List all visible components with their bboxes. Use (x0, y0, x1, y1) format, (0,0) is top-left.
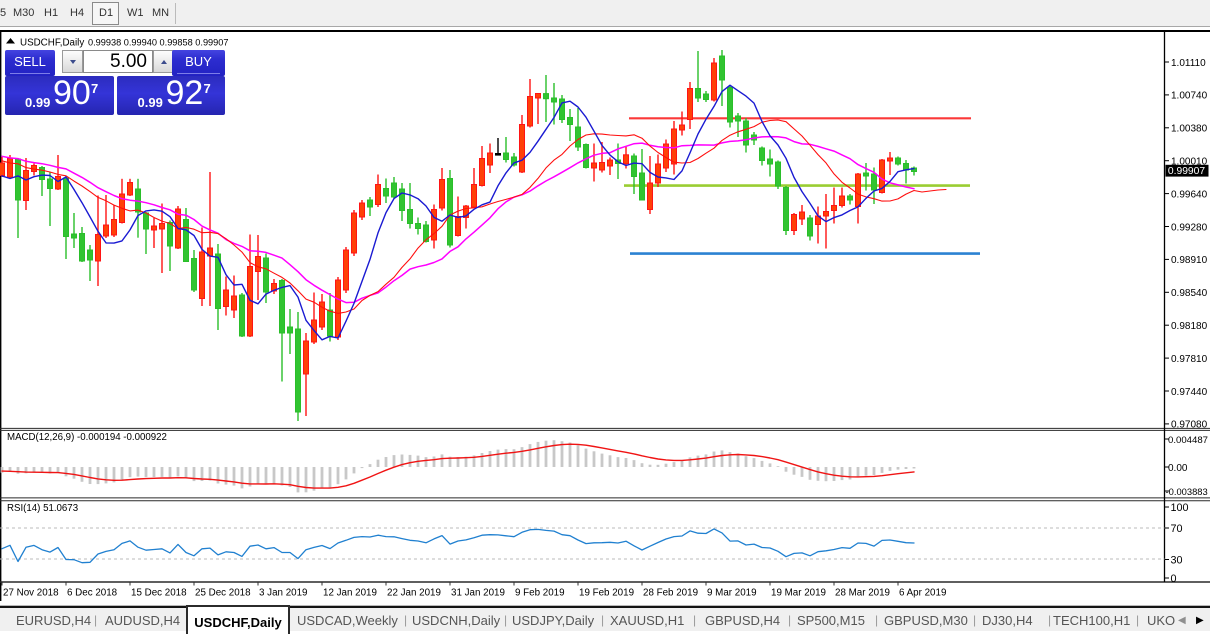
svg-text:USDCHF,Daily: USDCHF,Daily (20, 38, 84, 49)
svg-text:0.99640: 0.99640 (1171, 189, 1208, 200)
svg-text:0.98910: 0.98910 (1171, 255, 1208, 266)
svg-text:22 Jan 2019: 22 Jan 2019 (387, 588, 441, 599)
svg-text:0.99280: 0.99280 (1171, 222, 1208, 233)
svg-text:MACD(12,26,9) -0.000194 -0.000: MACD(12,26,9) -0.000194 -0.000922 (7, 432, 167, 443)
svg-text:15 Dec 2018: 15 Dec 2018 (131, 588, 187, 599)
svg-text:1.01110: 1.01110 (1171, 58, 1206, 69)
svg-text:1.00380: 1.00380 (1171, 124, 1208, 135)
svg-text:0.004487: 0.004487 (1168, 435, 1208, 446)
svg-text:28 Feb 2019: 28 Feb 2019 (643, 588, 698, 599)
svg-text:0.98180: 0.98180 (1171, 321, 1208, 332)
svg-text:31 Jan 2019: 31 Jan 2019 (451, 588, 505, 599)
svg-text:28 Mar 2019: 28 Mar 2019 (835, 588, 890, 599)
svg-text:9 Feb 2019: 9 Feb 2019 (515, 588, 565, 599)
svg-text:0.97440: 0.97440 (1171, 387, 1208, 398)
svg-text:0: 0 (1171, 573, 1177, 585)
svg-text:-0.003883: -0.003883 (1166, 486, 1208, 497)
svg-text:0.97810: 0.97810 (1171, 354, 1208, 365)
svg-text:RSI(14) 51.0673: RSI(14) 51.0673 (7, 503, 78, 514)
svg-text:100: 100 (1171, 502, 1189, 514)
svg-text:0.99907: 0.99907 (1168, 166, 1205, 177)
svg-text:70: 70 (1171, 523, 1183, 535)
svg-text:12 Jan 2019: 12 Jan 2019 (323, 588, 377, 599)
svg-text:30: 30 (1171, 554, 1183, 566)
svg-text:19 Feb 2019: 19 Feb 2019 (579, 588, 634, 599)
svg-text:1.00740: 1.00740 (1171, 91, 1208, 102)
svg-text:27 Nov 2018: 27 Nov 2018 (3, 588, 59, 599)
svg-text:0.98540: 0.98540 (1171, 288, 1208, 299)
svg-text:6 Apr 2019: 6 Apr 2019 (899, 588, 946, 599)
svg-text:19 Mar 2019: 19 Mar 2019 (771, 588, 826, 599)
svg-text:0.97080: 0.97080 (1171, 420, 1208, 431)
svg-text:6 Dec 2018: 6 Dec 2018 (67, 588, 118, 599)
svg-text:9 Mar 2019: 9 Mar 2019 (707, 588, 757, 599)
svg-text:25 Dec 2018: 25 Dec 2018 (195, 588, 251, 599)
svg-text:0.99938 0.99940 0.99858 0.9990: 0.99938 0.99940 0.99858 0.99907 (88, 38, 229, 48)
svg-text:1.00010: 1.00010 (1171, 157, 1208, 168)
svg-text:3 Jan 2019: 3 Jan 2019 (259, 588, 307, 599)
svg-text:0.00: 0.00 (1168, 463, 1188, 474)
